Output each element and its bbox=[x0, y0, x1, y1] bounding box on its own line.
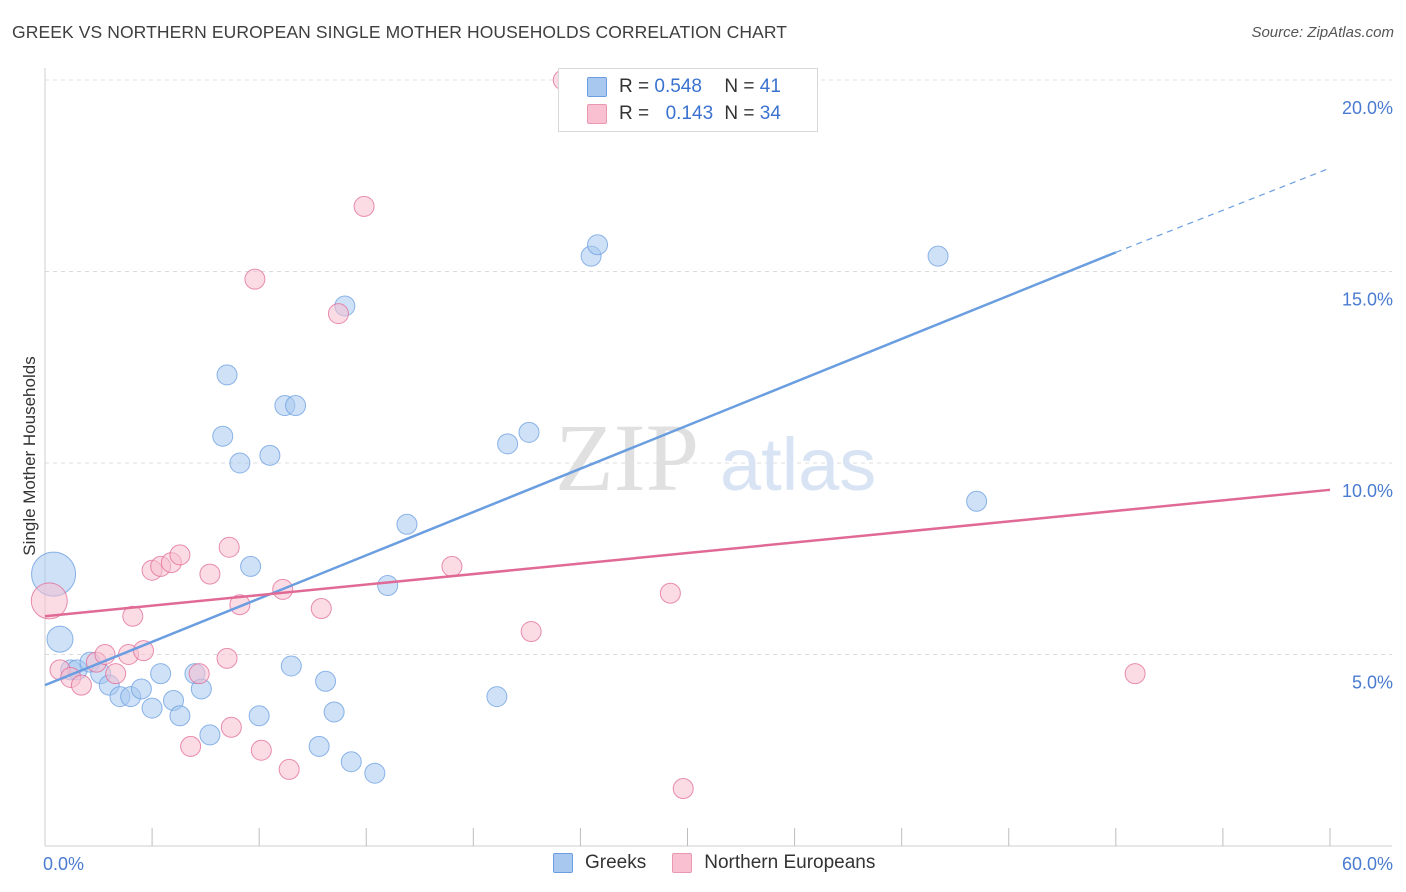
y-tick-label: 5.0% bbox=[1352, 673, 1393, 693]
legend-swatch-northern-europeans bbox=[587, 104, 607, 124]
watermark-zip: ZIP bbox=[555, 404, 699, 511]
point-northern-europeans bbox=[220, 716, 242, 738]
legend-swatch bbox=[553, 853, 573, 873]
point-greeks bbox=[199, 724, 221, 746]
axes: 5.0% 10.0% 15.0% 20.0% 0.0% 60.0% bbox=[43, 68, 1393, 874]
point-northern-europeans bbox=[1124, 663, 1146, 685]
y-axis-label: Single Mother Households bbox=[20, 356, 39, 555]
chart-title: GREEK VS NORTHERN EUROPEAN SINGLE MOTHER… bbox=[12, 22, 788, 42]
point-greeks bbox=[396, 513, 418, 535]
point-greeks bbox=[212, 425, 234, 447]
legend-row-northern-europeans: R = 0.143 N = 34 bbox=[619, 102, 781, 126]
n-value: 34 bbox=[759, 103, 781, 124]
point-greeks bbox=[927, 245, 949, 267]
y-tick-label: 15.0% bbox=[1342, 290, 1393, 310]
point-northern-europeans bbox=[244, 268, 266, 290]
stats-legend: R = 0.548 N = 41 R = 0.143 N = 34 bbox=[558, 68, 818, 132]
point-greeks bbox=[315, 670, 337, 692]
point-northern-europeans bbox=[169, 544, 191, 566]
point-northern-europeans bbox=[70, 674, 92, 696]
point-greeks bbox=[486, 686, 508, 708]
r-value: 0.143 bbox=[665, 103, 714, 124]
point-greeks bbox=[229, 452, 251, 474]
point-northern-europeans bbox=[30, 582, 68, 620]
point-northern-europeans bbox=[250, 739, 272, 761]
point-greeks bbox=[248, 705, 270, 727]
point-greeks bbox=[285, 395, 307, 417]
point-greeks bbox=[259, 444, 281, 466]
r-label: R = bbox=[619, 103, 650, 124]
point-northern-europeans bbox=[327, 303, 349, 325]
r-value: 0.548 bbox=[654, 76, 702, 97]
point-northern-europeans bbox=[520, 621, 542, 643]
point-greeks bbox=[377, 575, 399, 597]
point-greeks bbox=[169, 705, 191, 727]
legend-row-greeks: R = 0.548 N = 41 bbox=[619, 75, 781, 99]
point-greeks bbox=[364, 762, 386, 784]
point-northern-europeans bbox=[122, 605, 144, 627]
legend-item-northern-europeans: Northern Europeans bbox=[672, 852, 875, 874]
point-northern-europeans bbox=[672, 778, 694, 800]
trend-extension-greeks bbox=[1115, 167, 1331, 253]
trend-line-northern-europeans bbox=[44, 488, 1331, 618]
legend-swatch bbox=[672, 853, 693, 873]
point-greeks bbox=[587, 234, 609, 256]
legend-item-greeks: Greeks bbox=[553, 852, 646, 874]
y-tick-label: 10.0% bbox=[1342, 481, 1393, 501]
point-greeks bbox=[966, 490, 988, 512]
point-northern-europeans bbox=[199, 563, 221, 585]
x-tick-label-min: 0.0% bbox=[43, 854, 84, 874]
source-label: Source: ZipAtlas.com bbox=[1251, 24, 1394, 41]
point-greeks bbox=[497, 433, 519, 455]
point-northern-europeans bbox=[441, 555, 463, 577]
trend-lines bbox=[44, 167, 1331, 687]
legend-swatch-greeks bbox=[587, 77, 607, 97]
point-northern-europeans bbox=[188, 663, 210, 685]
legend-label: Greeks bbox=[585, 852, 647, 873]
point-northern-europeans bbox=[278, 758, 300, 780]
point-greeks bbox=[308, 735, 330, 757]
point-greeks bbox=[130, 678, 152, 700]
point-northern-europeans bbox=[310, 598, 332, 620]
point-greeks bbox=[323, 701, 345, 723]
trend-line-greeks bbox=[44, 251, 1117, 687]
point-greeks bbox=[150, 663, 172, 685]
n-value: 41 bbox=[759, 76, 781, 97]
point-greeks bbox=[46, 625, 74, 653]
n-label: N = bbox=[724, 76, 755, 97]
series-legend: Greeks Northern Europeans bbox=[553, 852, 901, 874]
y-tick-label: 20.0% bbox=[1342, 98, 1393, 118]
point-greeks bbox=[340, 751, 362, 773]
watermark-atlas: atlas bbox=[720, 423, 876, 506]
point-greeks bbox=[240, 555, 262, 577]
n-label: N = bbox=[724, 103, 755, 124]
point-greeks bbox=[141, 697, 163, 719]
point-northern-europeans bbox=[216, 647, 238, 669]
legend-label: Northern Europeans bbox=[704, 852, 876, 873]
point-northern-europeans bbox=[353, 195, 375, 217]
point-northern-europeans bbox=[218, 536, 240, 558]
point-northern-europeans bbox=[659, 582, 681, 604]
point-greeks bbox=[216, 364, 238, 386]
x-tick-label-max: 60.0% bbox=[1342, 854, 1393, 874]
r-label: R = bbox=[619, 76, 650, 97]
point-greeks bbox=[280, 655, 302, 677]
point-northern-europeans bbox=[180, 735, 202, 757]
point-northern-europeans bbox=[105, 663, 127, 685]
point-greeks bbox=[518, 421, 540, 443]
